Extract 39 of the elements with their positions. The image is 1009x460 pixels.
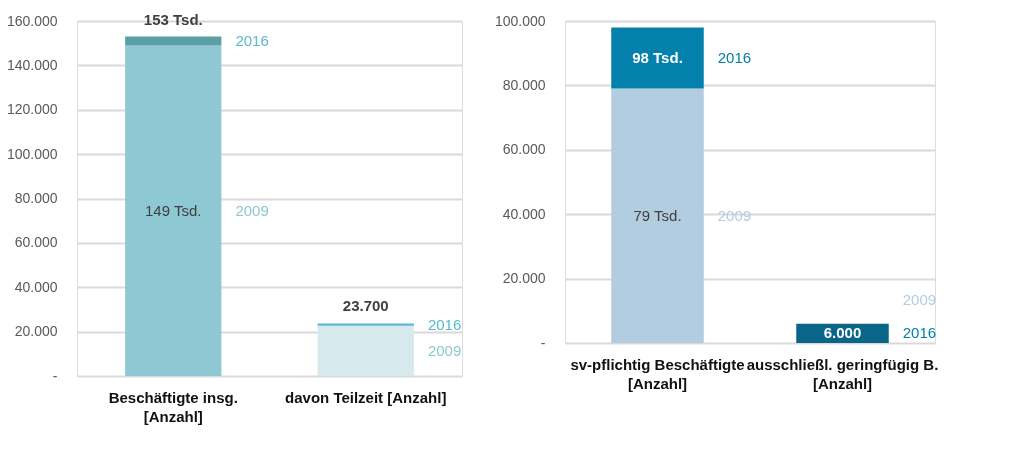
bar bbox=[125, 45, 222, 376]
x-tick-label: ausschließl. geringfügig B. [Anzahl] bbox=[746, 355, 939, 392]
series-label: 2009 bbox=[235, 201, 269, 219]
bar bbox=[611, 88, 704, 343]
text: 2009 bbox=[902, 290, 937, 308]
y-tick-label: 80.000 bbox=[502, 76, 546, 93]
bar bbox=[317, 325, 414, 376]
text: 2016 bbox=[902, 324, 937, 342]
annotation: 79 Tsd. bbox=[633, 206, 682, 224]
y-tick-label: - bbox=[52, 367, 58, 384]
y-tick-label: 40.000 bbox=[14, 278, 58, 295]
x-tick-label: Beschäftigte insg. [Anzahl] bbox=[108, 388, 238, 425]
y-tick-label: 100.000 bbox=[494, 12, 546, 29]
text: 2009 bbox=[427, 341, 462, 359]
y-tick-label: 80.000 bbox=[14, 190, 58, 206]
y-tick-label: 40.000 bbox=[502, 205, 546, 222]
annotation: 98 Tsd. bbox=[632, 49, 683, 67]
series-label: 2016 bbox=[717, 49, 752, 67]
y-tick-label: 20.000 bbox=[14, 323, 58, 340]
text: 2016 bbox=[427, 315, 462, 333]
bar bbox=[125, 36, 222, 46]
y-tick-label: 120.000 bbox=[6, 101, 58, 118]
bar bbox=[611, 27, 704, 89]
series-label: 2016 bbox=[235, 31, 269, 49]
y-tick-label: 100.000 bbox=[6, 145, 58, 162]
y-tick-label: 60.000 bbox=[14, 234, 58, 251]
bar bbox=[317, 323, 414, 326]
y-tick-label: 20.000 bbox=[502, 270, 546, 287]
y-tick-label: 60.000 bbox=[502, 141, 546, 158]
annotation: 149 Tsd. bbox=[145, 201, 202, 219]
total-label: 6.000 bbox=[823, 324, 862, 342]
total-label: 23.700 bbox=[342, 297, 389, 315]
annotation: 153 Tsd. bbox=[143, 10, 203, 28]
x-tick-label: sv-pflichtig Beschäftigte [Anzahl] bbox=[570, 355, 745, 392]
x-tick-label: davon Teilzeit [Anzahl] bbox=[285, 388, 447, 406]
series-label: 2009 bbox=[717, 206, 752, 224]
y-tick-label: 140.000 bbox=[6, 56, 58, 73]
y-tick-label: - bbox=[540, 334, 546, 351]
y-tick-label: 160.000 bbox=[6, 12, 58, 29]
